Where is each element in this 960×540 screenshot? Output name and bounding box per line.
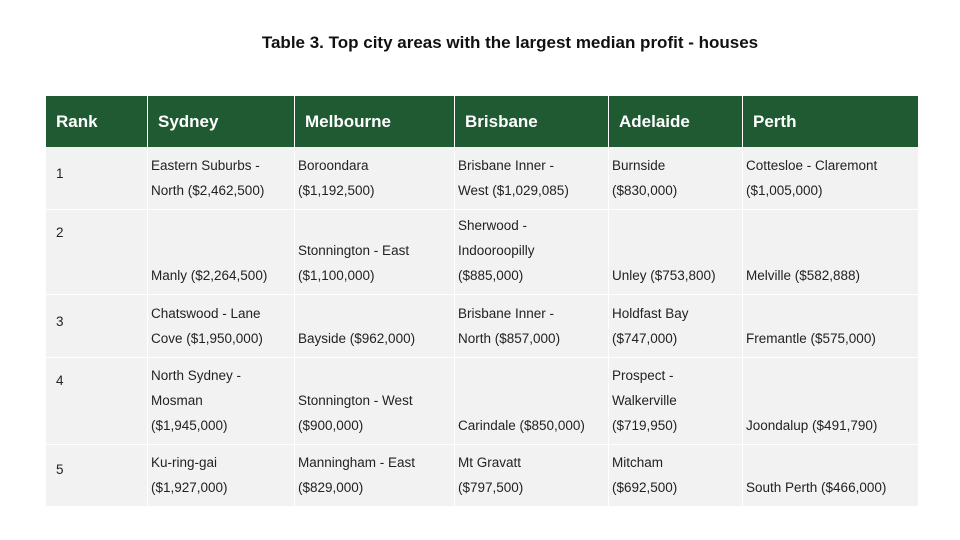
rank-cell: 4 xyxy=(46,358,147,445)
profit-table: Rank Sydney Melbourne Brisbane Adelaide … xyxy=(46,96,918,507)
cell-line: Brisbane Inner - xyxy=(458,306,555,321)
header-adelaide: Adelaide xyxy=(608,96,742,147)
cell-line: ($830,000) xyxy=(612,183,678,198)
rank-cell: 5 xyxy=(46,445,147,507)
adelaide-cell: Holdfast Bay ($747,000) xyxy=(608,295,742,358)
cell-line: ($900,000) xyxy=(298,418,364,433)
cell-line: Sherwood - xyxy=(458,218,528,233)
adelaide-cell: Prospect - Walkerville ($719,950) xyxy=(608,358,742,445)
header-row: Rank Sydney Melbourne Brisbane Adelaide … xyxy=(46,96,918,147)
cell-line: North ($2,462,500) xyxy=(151,183,265,198)
cell-line: Prospect - xyxy=(612,368,674,383)
table-title: Table 3. Top city areas with the largest… xyxy=(261,33,759,52)
table-row: 1 Eastern Suburbs - North ($2,462,500) Boro… xyxy=(46,147,918,210)
cell-line: Eastern Suburbs - xyxy=(151,158,260,173)
cell-line: ($1,100,000) xyxy=(298,268,375,283)
cell-line: Melville ($582,888) xyxy=(746,268,861,283)
header-sydney: Sydney xyxy=(147,96,294,147)
brisbane-cell: Mt Gravatt ($797,500) xyxy=(454,445,608,507)
melbourne-cell: Boroondara ($1,192,500) xyxy=(294,147,454,210)
cell-line: Manningham - East xyxy=(298,455,416,470)
cell-line: Mosman xyxy=(151,393,203,408)
cell-line: Joondalup ($491,790) xyxy=(746,418,878,433)
cell-line: Mt Gravatt xyxy=(458,455,522,470)
sydney-cell: Ku-ring-gai ($1,927,000) xyxy=(147,445,294,507)
cell-line: Mitcham xyxy=(612,455,664,470)
cell-line: ($885,000) xyxy=(458,268,524,283)
cell-line: ($719,950) xyxy=(612,418,678,433)
table-row: 5 Ku-ring-gai ($1,927,000) Manningham - Eas… xyxy=(46,445,918,507)
table-row: 4 North Sydney - Mosman ($1,945,000) Stonnin… xyxy=(46,358,918,445)
cell-line: ($1,945,000) xyxy=(151,418,228,433)
melbourne-cell: Stonnington - West ($900,000) xyxy=(294,358,454,445)
cell-line: ($829,000) xyxy=(298,480,364,495)
cell-line: ($1,927,000) xyxy=(151,480,228,495)
cell-line: Stonnington - West xyxy=(298,393,413,408)
cell-line: Walkerville xyxy=(612,393,677,408)
adelaide-cell: Unley ($753,800) xyxy=(608,210,742,295)
adelaide-cell: Burnside ($830,000) xyxy=(608,147,742,210)
header-perth: Perth xyxy=(742,96,918,147)
brisbane-cell: Brisbane Inner - North ($857,000) xyxy=(454,295,608,358)
brisbane-cell: Carindale ($850,000) xyxy=(454,358,608,445)
cell-line: Cove ($1,950,000) xyxy=(151,331,263,346)
cell-line: ($1,005,000) xyxy=(746,183,823,198)
perth-cell: Melville ($582,888) xyxy=(742,210,918,295)
cell-line: Holdfast Bay xyxy=(612,306,689,321)
cell-line: Unley ($753,800) xyxy=(612,268,716,283)
perth-cell: Fremantle ($575,000) xyxy=(742,295,918,358)
header-melbourne: Melbourne xyxy=(294,96,454,147)
cell-line: Stonnington - East xyxy=(298,243,410,258)
cell-line: Cottesloe - Claremont xyxy=(746,158,878,173)
brisbane-cell: Brisbane Inner - West ($1,029,085) xyxy=(454,147,608,210)
brisbane-cell: Sherwood - Indooroopilly ($885,000) xyxy=(454,210,608,295)
rank-cell: 1 xyxy=(46,147,147,210)
melbourne-cell: Stonnington - East ($1,100,000) xyxy=(294,210,454,295)
adelaide-cell: Mitcham ($692,500) xyxy=(608,445,742,507)
cell-line: North ($857,000) xyxy=(458,331,561,346)
header-brisbane: Brisbane xyxy=(454,96,608,147)
cell-line: South Perth ($466,000) xyxy=(746,480,887,495)
cell-line: Ku-ring-gai xyxy=(151,455,218,470)
cell-line: Bayside ($962,000) xyxy=(298,331,416,346)
rank-cell: 2 xyxy=(46,210,147,295)
cell-line: Boroondara xyxy=(298,158,369,173)
sydney-cell: Chatswood - Lane Cove ($1,950,000) xyxy=(147,295,294,358)
melbourne-cell: Manningham - East ($829,000) xyxy=(294,445,454,507)
table-body: 1 Eastern Suburbs - North ($2,462,500) Boro… xyxy=(46,147,918,507)
cell-line: West ($1,029,085) xyxy=(458,183,569,198)
cell-line: Burnside xyxy=(612,158,666,173)
perth-cell: Cottesloe - Claremont ($1,005,000) xyxy=(742,147,918,210)
cell-line: Fremantle ($575,000) xyxy=(746,331,876,346)
cell-line: Indooroopilly xyxy=(458,243,535,258)
cell-line: Brisbane Inner - xyxy=(458,158,555,173)
perth-cell: South Perth ($466,000) xyxy=(742,445,918,507)
table-row: 3 Chatswood - Lane Cove ($1,950,000) Baysid… xyxy=(46,295,918,358)
cell-line: ($747,000) xyxy=(612,331,678,346)
sydney-cell: North Sydney - Mosman ($1,945,000) xyxy=(147,358,294,445)
sydney-cell: Manly ($2,264,500) xyxy=(147,210,294,295)
rank-cell: 3 xyxy=(46,295,147,358)
cell-line: ($797,500) xyxy=(458,480,524,495)
cell-line: ($692,500) xyxy=(612,480,678,495)
cell-line: Carindale ($850,000) xyxy=(458,418,585,433)
perth-cell: Joondalup ($491,790) xyxy=(742,358,918,445)
cell-line: North Sydney - xyxy=(151,368,242,383)
header-rank: Rank xyxy=(46,96,147,147)
table-row: 2 Manly ($2,264,500) Stonnington - East ($1… xyxy=(46,210,918,295)
sydney-cell: Eastern Suburbs - North ($2,462,500) xyxy=(147,147,294,210)
melbourne-cell: Bayside ($962,000) xyxy=(294,295,454,358)
cell-line: Manly ($2,264,500) xyxy=(151,268,268,283)
cell-line: ($1,192,500) xyxy=(298,183,375,198)
cell-line: Chatswood - Lane xyxy=(151,306,261,321)
